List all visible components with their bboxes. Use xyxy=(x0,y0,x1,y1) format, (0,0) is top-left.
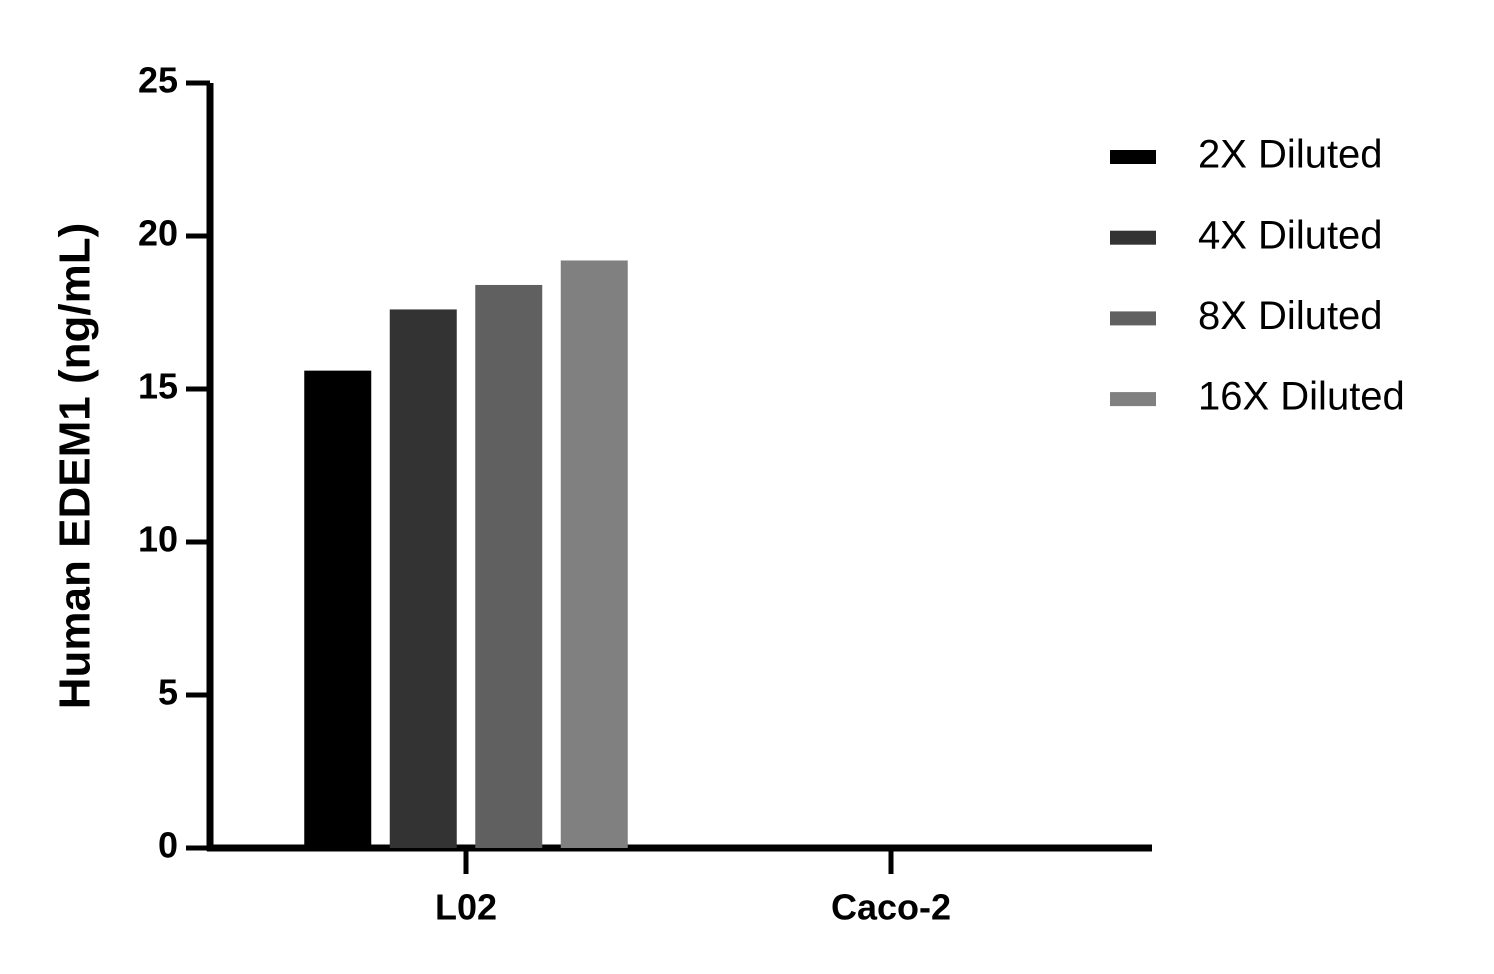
legend-swatch xyxy=(1110,230,1156,245)
y-axis-label: Human EDEM1 (ng/mL) xyxy=(51,223,100,709)
legend-label: 16X Diluted xyxy=(1198,375,1405,419)
legend-label: 4X Diluted xyxy=(1198,213,1383,257)
legend-label: 2X Diluted xyxy=(1198,133,1383,177)
bar xyxy=(475,284,543,849)
x-tick-label: L02 xyxy=(435,887,497,928)
legend-swatch xyxy=(1110,150,1156,164)
x-tick-label: Caco-2 xyxy=(831,887,951,928)
y-tick-label: 20 xyxy=(138,213,178,254)
y-tick-label: 0 xyxy=(158,825,178,866)
legend-swatch xyxy=(1110,392,1156,407)
bar xyxy=(560,260,628,849)
y-tick-label: 15 xyxy=(138,366,178,407)
y-tick-label: 5 xyxy=(158,672,178,713)
y-tick-label: 10 xyxy=(138,519,178,560)
bar xyxy=(304,370,372,848)
legend-swatch xyxy=(1110,311,1156,326)
legend-label: 8X Diluted xyxy=(1198,294,1383,338)
y-tick-label: 25 xyxy=(138,60,178,101)
bar xyxy=(389,309,457,848)
